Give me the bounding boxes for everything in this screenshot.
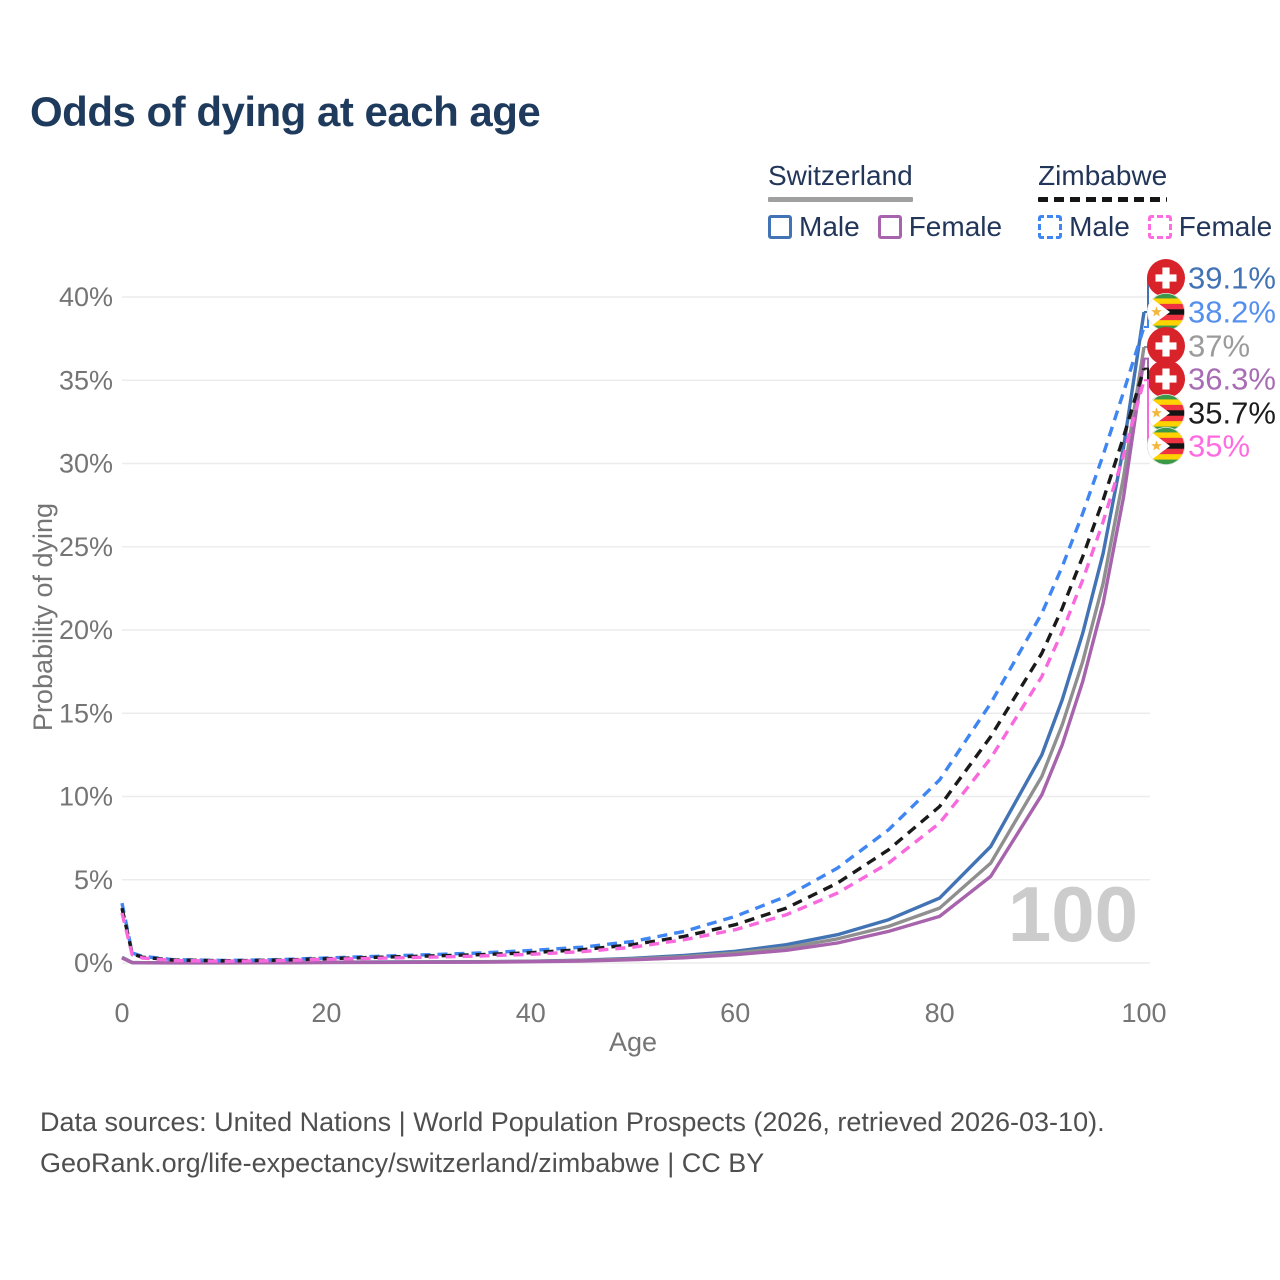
legend: Switzerland Male Female Zimbabwe [768, 160, 1272, 243]
y-tick-label-5: 5% [74, 865, 113, 895]
line-zimbabwe-female [120, 379, 1146, 963]
y-tick-label-20: 20% [59, 615, 113, 645]
chart-title: Odds of dying at each age [30, 88, 541, 135]
checkbox-zimbabwe-male-icon[interactable] [1038, 215, 1063, 239]
switzerland-flag-icon [1147, 259, 1185, 297]
switzerland-line-style-swatch [768, 197, 913, 202]
y-tick-label-15: 15% [59, 698, 113, 728]
footer-data-sources: Data sources: United Nations | World Pop… [40, 1107, 1105, 1137]
legend-item-switzerland-male[interactable]: Male [768, 211, 860, 243]
end-value-label-zimbabwe-both: 35.7% [1188, 396, 1276, 431]
y-tick-label-0: 0% [74, 948, 113, 978]
line-zimbabwe-male [120, 326, 1146, 963]
line-switzerland-both [121, 346, 1146, 965]
checkbox-switzerland-female-icon[interactable] [877, 215, 902, 239]
x-tick-label-60: 60 [720, 998, 750, 1028]
legend-items-zimbabwe: Male Female [1038, 211, 1272, 243]
y-tick-label-35: 35% [59, 365, 113, 395]
legend-group-zimbabwe: Zimbabwe Male Female [1038, 160, 1272, 243]
footer-attribution-link: GeoRank.org/life-expectancy/switzerland/… [40, 1148, 765, 1178]
x-tick-label-100: 100 [1121, 998, 1166, 1028]
legend-item-zimbabwe-female[interactable]: Female [1147, 211, 1273, 243]
legend-label-switzerland-male: Male [799, 211, 860, 242]
legend-country-zimbabwe-label: Zimbabwe [1038, 160, 1168, 191]
legend-label-switzerland-female: Female [908, 211, 1003, 242]
x-tick-label-0: 0 [114, 998, 129, 1028]
x-tick-label-80: 80 [925, 998, 955, 1028]
checkbox-zimbabwe-female-icon[interactable] [1147, 215, 1172, 239]
footer: Data sources: United Nations | World Pop… [40, 1102, 1105, 1184]
legend-items-switzerland: Male Female [768, 211, 1002, 243]
y-tick-label-25: 25% [59, 532, 113, 562]
legend-country-switzerland: Switzerland [768, 160, 913, 202]
end-value-label-switzerland-female: 36.3% [1188, 362, 1276, 397]
zimbabwe-flag-icon [1147, 393, 1186, 432]
legend-country-switzerland-label: Switzerland [768, 160, 913, 191]
zimbabwe-flag-icon [1147, 426, 1186, 465]
legend-group-switzerland: Switzerland Male Female [768, 160, 1002, 243]
line-zimbabwe-both [120, 368, 1146, 963]
end-value-label-zimbabwe-female: 35% [1188, 429, 1250, 464]
legend-item-zimbabwe-male[interactable]: Male [1038, 211, 1130, 243]
age-watermark: 100 [1008, 870, 1138, 958]
end-value-label-switzerland-both: 37% [1188, 329, 1250, 364]
y-tick-label-30: 30% [59, 449, 113, 479]
y-tick-label-10: 10% [59, 782, 113, 812]
y-tick-label-40: 40% [59, 282, 113, 312]
legend-label-zimbabwe-female: Female [1178, 211, 1273, 242]
y-axis-title: Probability of dying [28, 503, 58, 731]
checkbox-switzerland-male-icon[interactable] [768, 215, 792, 239]
zimbabwe-flag-icon [1147, 292, 1186, 331]
end-value-label-zimbabwe-male: 38.2% [1188, 295, 1276, 330]
legend-label-zimbabwe-male: Male [1069, 211, 1130, 242]
switzerland-flag-icon [1147, 360, 1185, 398]
x-tick-label-40: 40 [516, 998, 546, 1028]
legend-country-zimbabwe: Zimbabwe [1038, 160, 1168, 202]
legend-item-switzerland-female[interactable]: Female [877, 211, 1003, 243]
end-value-label-switzerland-male: 39.1% [1188, 261, 1276, 296]
x-tick-label-20: 20 [311, 998, 341, 1028]
x-axis-title: Age [609, 1027, 657, 1057]
line-switzerland-female [121, 358, 1146, 965]
zimbabwe-line-style-swatch [1038, 197, 1168, 202]
switzerland-flag-icon [1147, 327, 1185, 365]
line-chart: 0% 5% 10% 15% 20% 25% 30% 35% 40% 0 20 40 60 80 100 Age… [28, 259, 1276, 1057]
